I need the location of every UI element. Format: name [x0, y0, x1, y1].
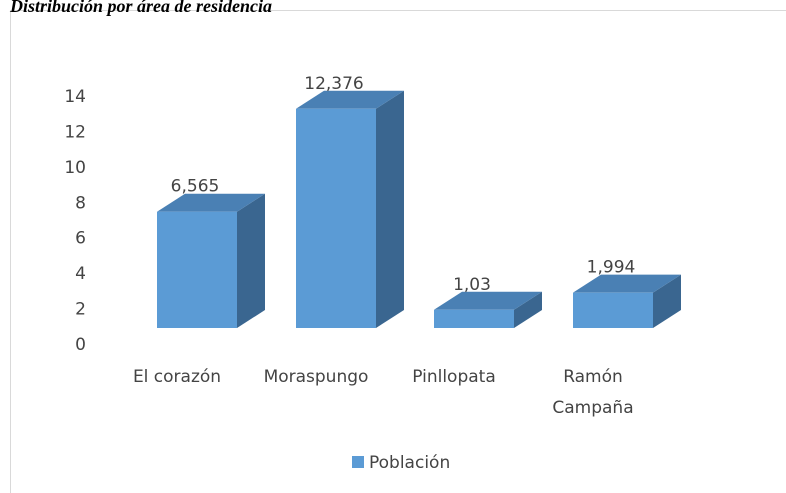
bar-top: [573, 274, 681, 293]
data-label: 1,994: [587, 258, 636, 278]
bar-top: [296, 90, 404, 109]
x-tick-label: Pinllopata: [412, 367, 496, 387]
bar: [296, 108, 376, 328]
y-tick-label: 0: [75, 335, 86, 355]
y-tick-label: 14: [64, 87, 86, 107]
data-label: 1,03: [453, 275, 491, 295]
y-tick-label: 6: [75, 229, 86, 249]
bar: [573, 292, 653, 328]
bar-side: [376, 90, 404, 328]
x-tick-label: El corazón: [133, 367, 221, 387]
data-label: 6,565: [171, 177, 220, 197]
y-tick-label: 2: [75, 300, 86, 320]
y-tick-label: 4: [75, 264, 86, 284]
bar-top: [157, 193, 265, 212]
bar-side: [237, 193, 265, 328]
chart-border: [10, 10, 786, 493]
legend-label: Población: [369, 453, 450, 473]
bar: [434, 309, 514, 328]
y-tick-label: 10: [64, 158, 86, 178]
x-tick-label: Ramón Campaña: [552, 367, 633, 418]
bar-side: [514, 291, 542, 328]
legend-swatch: [352, 456, 364, 468]
y-tick-label: 8: [75, 193, 86, 213]
chart-title: Distribución por área de residencia: [9, 0, 272, 16]
bar: [157, 211, 237, 328]
y-tick-label: 12: [64, 122, 86, 142]
x-tick-label: Moraspungo: [264, 367, 369, 387]
data-label: 12,376: [304, 74, 363, 94]
bar-top: [434, 291, 542, 310]
bar-side: [653, 274, 681, 328]
